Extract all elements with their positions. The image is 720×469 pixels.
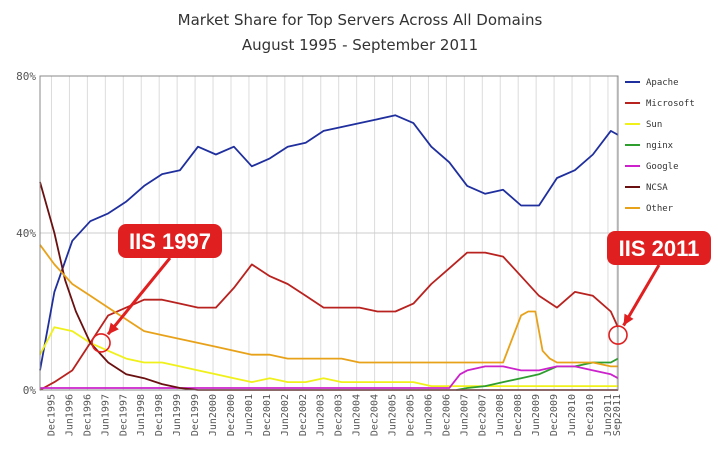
y-axis-ticks: 0% 40% 80% [16, 70, 36, 397]
x-tick-label: Dec2006 [441, 394, 452, 436]
callout-box [118, 224, 222, 258]
x-tick-label: Jun2000 [208, 394, 219, 436]
x-tick-label: Jun2004 [352, 394, 363, 436]
legend-label-nginx: nginx [646, 141, 674, 151]
x-tick-label: Jun2001 [244, 394, 255, 436]
callout-label: IIS 1997 [129, 229, 211, 254]
legend-label-sun: Sun [646, 120, 662, 130]
series-lines [39, 114, 619, 391]
y-tick-label: 40% [16, 227, 36, 240]
x-tick-label: Dec2005 [405, 394, 416, 436]
x-tick-label: Jun2008 [495, 394, 506, 436]
y-tick-label: 80% [16, 70, 36, 83]
series-line-ncsa [39, 181, 618, 391]
x-tick-label: Dec2007 [477, 394, 488, 436]
callout-circle [91, 333, 111, 353]
annotations: IIS 1997 IIS 2011 [91, 224, 711, 353]
x-tick-label: Jun2009 [531, 394, 542, 436]
x-axis-ticks: Dec1995 Jun1996 Dec1996 Jun1997 Dec1997 Jun19… [46, 394, 622, 436]
x-tick-label: Dec1995 [46, 394, 57, 436]
callout-arrow [106, 257, 172, 336]
callout-iis-2011: IIS 2011 [607, 231, 711, 345]
legend-label-ncsa: NCSA [646, 183, 668, 193]
x-tick-label: Dec2009 [549, 394, 560, 436]
series-line-microsoft [39, 251, 619, 391]
x-tick-label: Jun2011 [603, 394, 614, 436]
x-tick-label: Jun2006 [423, 394, 434, 436]
series-line-sun [39, 326, 618, 387]
x-tick-label: Dec2008 [513, 394, 524, 436]
x-tick-label: Jun2003 [316, 394, 327, 436]
callout-label: IIS 2011 [619, 236, 700, 261]
series-line-apache [39, 114, 619, 371]
x-tick-label: Dec1997 [118, 394, 129, 436]
chart-subtitle: August 1995 - September 2011 [242, 36, 478, 54]
legend: Apache Microsoft Sun nginx Google NCSA Other [625, 78, 695, 214]
x-tick-label: Jun2007 [459, 394, 470, 436]
series-line-other [39, 244, 618, 368]
x-tick-label: Dec1999 [190, 394, 201, 436]
legend-label-google: Google [646, 162, 679, 172]
x-tick-label: Jun1999 [172, 394, 183, 436]
x-tick-label: Dec2010 [585, 394, 596, 436]
x-tick-label: Jun1996 [64, 394, 75, 436]
x-tick-label: Jun1998 [136, 394, 147, 436]
x-tick-label: Dec2000 [226, 394, 237, 436]
legend-label-apache: Apache [646, 78, 679, 88]
series-line-google [40, 365, 619, 389]
legend-label-microsoft: Microsoft [646, 99, 695, 109]
x-tick-label: Jun2010 [567, 394, 578, 436]
chart-title: Market Share for Top Servers Across All … [178, 11, 543, 29]
callout-box [607, 231, 711, 265]
callout-arrowhead [107, 322, 119, 335]
x-tick-label: Dec2002 [298, 394, 309, 436]
callout-arrowhead [623, 313, 634, 326]
x-tick-label: Jun2002 [280, 394, 291, 436]
x-tick-label: Dec2001 [262, 394, 273, 436]
callout-iis-1997: IIS 1997 [91, 224, 222, 353]
x-tick-label: Jun2005 [388, 394, 399, 436]
x-tick-label: Sep2011 [612, 394, 623, 436]
callout-circle [608, 325, 628, 345]
x-tick-label: Jun1997 [100, 394, 111, 436]
x-tick-label: Dec2004 [370, 394, 381, 436]
series-line-nginx [456, 357, 619, 391]
y-tick-label: 0% [23, 384, 37, 397]
callout-arrow [622, 264, 661, 327]
x-tick-label: Dec1998 [154, 394, 165, 436]
legend-label-other: Other [646, 204, 674, 214]
x-tick-label: Dec1996 [82, 394, 93, 436]
x-tick-label: Dec2003 [334, 394, 345, 436]
